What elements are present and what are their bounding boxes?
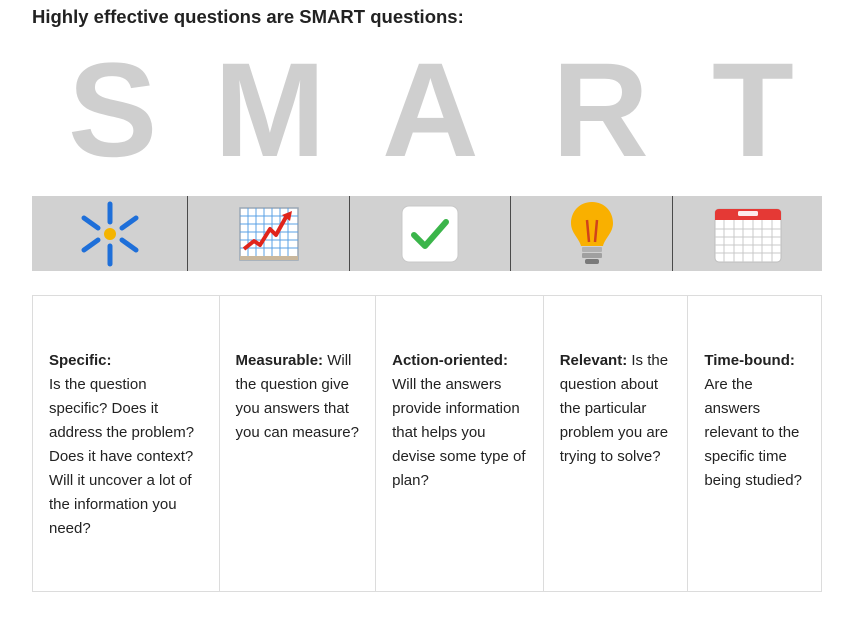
term-relevant: Relevant:	[559, 352, 628, 369]
icon-cell-measurable	[188, 196, 350, 271]
check-mark-icon	[401, 205, 459, 262]
description-relevant: Is the question about the particular pro…	[559, 352, 669, 465]
term-measurable: Measurable:	[235, 352, 324, 369]
term-specific: Specific:	[49, 352, 112, 369]
description-measurable: Will the question give you answers that …	[235, 352, 359, 441]
column-time-bound: Time-bound: Are the answers relevant to …	[688, 296, 821, 591]
icon-cell-specific	[32, 196, 188, 271]
term-time-bound: Time-bound:	[704, 352, 795, 369]
letter-r: R	[552, 36, 649, 185]
smart-table: Specific: Is the question specific? Does…	[32, 295, 822, 592]
letter-s: S	[68, 36, 158, 185]
column-action-oriented: Action-oriented: Will the answers provid…	[376, 296, 544, 591]
icon-cell-time-bound	[673, 196, 822, 271]
icon-strip	[32, 196, 822, 271]
chart-increasing-icon	[238, 206, 299, 261]
column-relevant: Relevant: Is the question about the part…	[544, 296, 689, 591]
description-time-bound: Are the answers relevant to the specific…	[704, 376, 802, 489]
letter-t: T	[712, 36, 794, 185]
icon-cell-action-oriented	[350, 196, 511, 271]
calendar-icon	[714, 208, 781, 262]
letter-a: A	[382, 36, 479, 185]
light-bulb-icon	[570, 201, 613, 264]
description-specific: Is the question specific? Does it addres…	[49, 376, 195, 537]
icon-cell-relevant	[511, 196, 673, 271]
smart-letters: S M A R T	[32, 36, 822, 185]
letter-m: M	[214, 36, 326, 185]
term-action-oriented: Action-oriented:	[392, 352, 508, 369]
column-measurable: Measurable: Will the question give you a…	[220, 296, 377, 591]
page-heading: Highly effective questions are SMART que…	[32, 6, 464, 27]
sparkle-icon	[81, 201, 138, 266]
column-specific: Specific: Is the question specific? Does…	[33, 296, 220, 591]
description-action-oriented: Will the answers provide information tha…	[392, 376, 526, 489]
